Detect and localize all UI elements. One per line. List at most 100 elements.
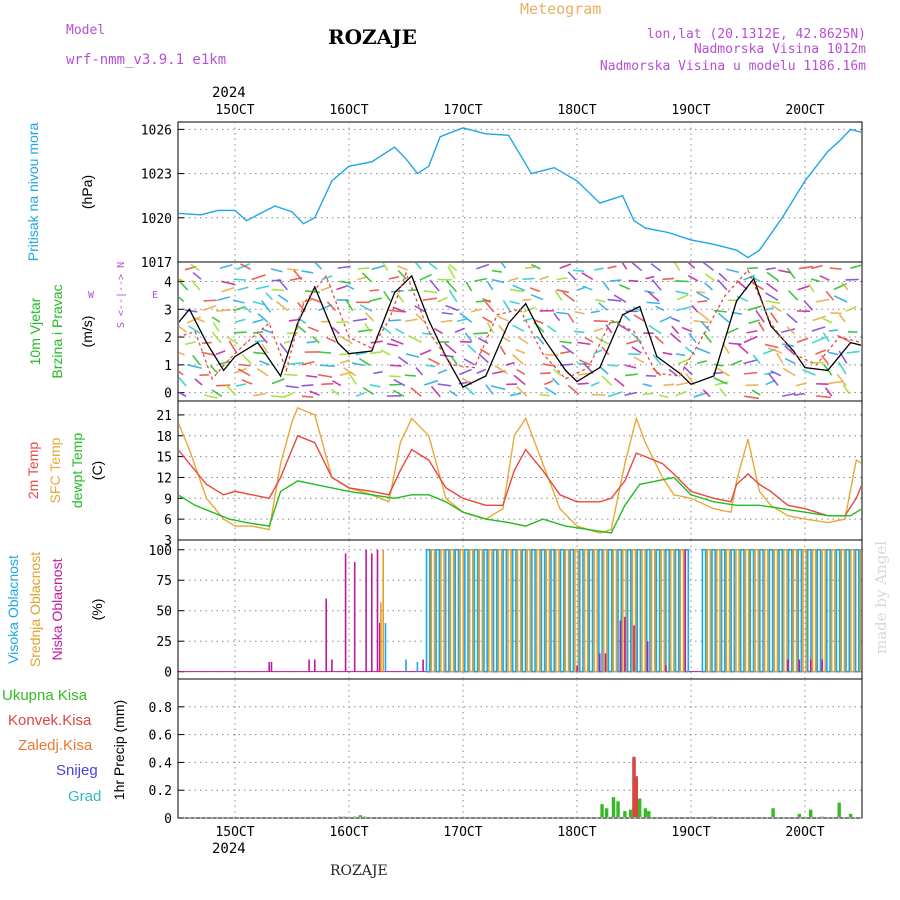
wind-arrow	[697, 300, 708, 303]
wind-arrow	[211, 389, 223, 397]
wind-arrow	[681, 326, 693, 333]
precip-legend-item: Konvek.Kisa	[8, 712, 92, 729]
wind-arrow	[795, 382, 807, 387]
precip-bar	[342, 816, 347, 817]
wind-arrow	[191, 279, 201, 291]
precip-bar	[616, 801, 620, 817]
wind-arrow	[551, 377, 560, 386]
cloud-bar	[468, 548, 474, 673]
cloud-bar	[578, 548, 584, 673]
wind-arrow	[301, 395, 314, 398]
cloud-bar	[744, 548, 750, 673]
series-point	[804, 180, 806, 182]
wind-arrow	[430, 385, 441, 398]
wind-arrow	[382, 263, 389, 271]
series-point	[713, 243, 715, 245]
cloud-bar	[660, 548, 666, 673]
cloud-bar	[502, 548, 508, 673]
cloud-bar	[850, 548, 855, 673]
wind-arrow	[513, 374, 526, 386]
wind-arrow	[828, 380, 843, 385]
wind-arrow	[750, 275, 761, 283]
wind-arrow	[796, 337, 809, 343]
series-point	[667, 231, 669, 234]
wind-arrow	[496, 315, 509, 322]
wind-arrow	[522, 298, 532, 301]
wind-arrow	[179, 325, 188, 333]
cloud-bar	[809, 659, 812, 672]
wind-arrow	[380, 349, 391, 356]
wind-arrow	[259, 360, 270, 366]
wind-arrow	[562, 291, 575, 302]
series-point	[416, 172, 418, 175]
wind-arrow	[295, 323, 307, 334]
wind-arrow	[332, 326, 340, 335]
wind-arrow	[261, 328, 273, 334]
wind-arrow	[390, 338, 404, 345]
wind-arrow	[546, 325, 557, 333]
series-point	[188, 462, 190, 465]
series-point	[473, 367, 475, 369]
wind-arrow	[212, 322, 220, 332]
wind-arrow	[847, 330, 858, 334]
wind-arrow	[486, 281, 494, 291]
series-point	[827, 150, 829, 153]
wind-arrow	[663, 383, 675, 387]
wind-arrow	[414, 305, 426, 313]
series-point	[661, 462, 664, 465]
wind-arrow	[702, 332, 712, 344]
wind-arrow	[693, 392, 707, 398]
wind-arrow	[583, 362, 594, 374]
wind-arrow	[770, 370, 782, 377]
series-point	[553, 167, 555, 169]
wind-arrow	[310, 297, 322, 303]
wind-arrow	[726, 327, 739, 334]
series-point	[530, 172, 533, 175]
wind-arrow	[211, 331, 222, 344]
series-point	[234, 490, 236, 492]
wind-arrow	[605, 324, 613, 334]
wind-arrow	[624, 391, 638, 396]
footer-station-title: ROZAJE	[330, 863, 388, 879]
series-point	[485, 375, 487, 377]
wind-arrow	[651, 279, 662, 291]
wind-arrow	[704, 282, 714, 291]
precip-bar	[363, 816, 367, 817]
y-tick-label: 2	[164, 331, 172, 346]
series-point	[411, 449, 413, 451]
wind-arrow	[429, 263, 438, 270]
wind-arrow	[238, 363, 251, 367]
wind-arrow	[179, 370, 184, 376]
wind-arrow	[765, 300, 781, 304]
wind-arrow	[771, 304, 782, 313]
series-point	[747, 473, 749, 475]
wind-arrow	[309, 390, 320, 396]
series-point	[635, 417, 637, 419]
cloud-bar	[593, 548, 599, 673]
series-point	[462, 497, 464, 499]
series-point	[576, 180, 578, 182]
wind-arrow	[601, 346, 610, 356]
wind-arrow	[361, 272, 372, 283]
y-tick-label: 12	[156, 471, 172, 486]
cloud-bar	[854, 548, 860, 673]
unit-label: (m/s)	[79, 316, 95, 348]
wind-arrow	[357, 267, 370, 270]
series-point	[502, 508, 504, 510]
wind-arrow	[221, 280, 235, 286]
series-point	[781, 217, 783, 219]
series-point	[502, 504, 504, 506]
wind-arrow	[688, 332, 697, 344]
wind-arrow	[447, 265, 456, 279]
wind-arrow	[675, 381, 690, 387]
cloud-bar	[626, 548, 632, 673]
precip-bar	[353, 816, 357, 817]
wind-arrow	[482, 316, 493, 324]
y-axis-label: 10m Vjetar	[27, 297, 43, 365]
lonlat-label: lon,lat (20.1312E, 42.8625N)	[647, 27, 866, 42]
wind-arrow	[319, 364, 335, 367]
series-point	[624, 480, 626, 482]
wind-arrow	[396, 292, 405, 303]
wind-arrow	[395, 327, 405, 335]
wind-arrow	[659, 394, 669, 399]
